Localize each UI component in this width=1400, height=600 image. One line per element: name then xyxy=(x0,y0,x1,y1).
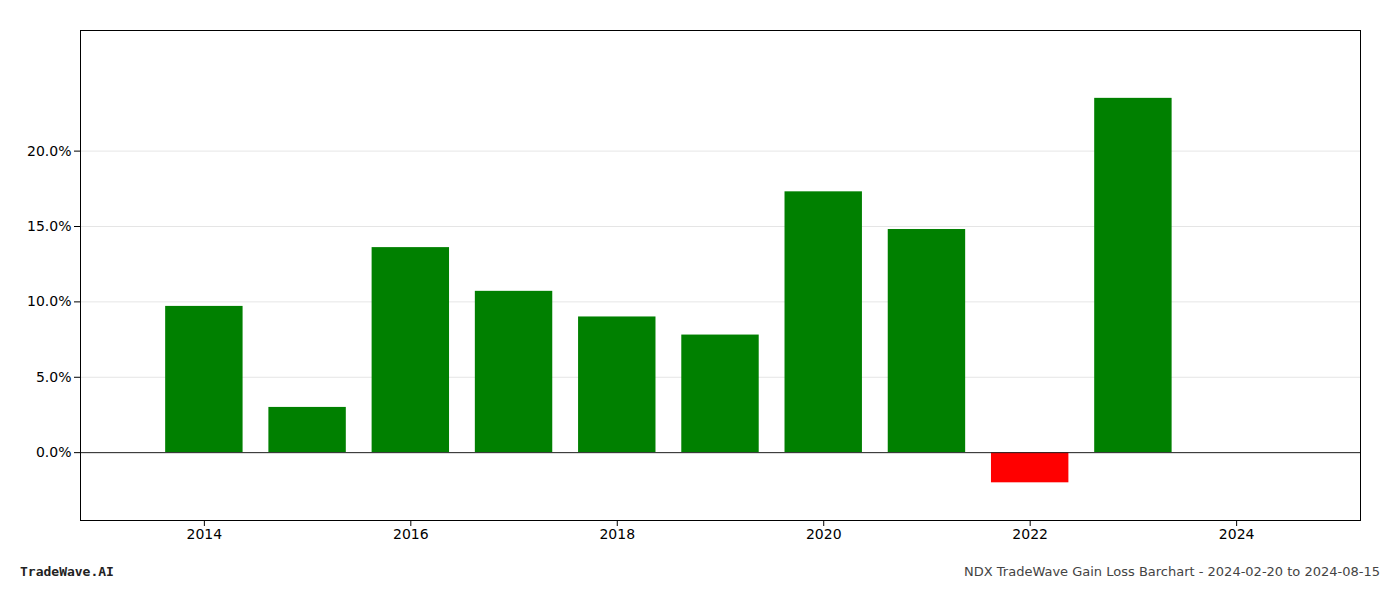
svg-text:2014: 2014 xyxy=(187,526,223,542)
html-text:TradeWave.AI: TradeWave.AI xyxy=(20,564,114,579)
svg-text:2020: 2020 xyxy=(806,526,842,542)
svg-text:10.0%: 10.0% xyxy=(27,293,71,309)
svg-text:2018: 2018 xyxy=(599,526,635,542)
svg-text:2024: 2024 xyxy=(1219,526,1255,542)
svg-text:0.0%: 0.0% xyxy=(36,444,72,460)
svg-text:15.0%: 15.0% xyxy=(27,218,71,234)
svg-text:2016: 2016 xyxy=(393,526,429,542)
svg-text:5.0%: 5.0% xyxy=(36,369,72,385)
html-text:NDX TradeWave Gain Loss Barcha: NDX TradeWave Gain Loss Barchart - 2024-… xyxy=(964,564,1380,579)
svg-text:2022: 2022 xyxy=(1012,526,1048,542)
svg-text:20.0%: 20.0% xyxy=(27,143,71,159)
